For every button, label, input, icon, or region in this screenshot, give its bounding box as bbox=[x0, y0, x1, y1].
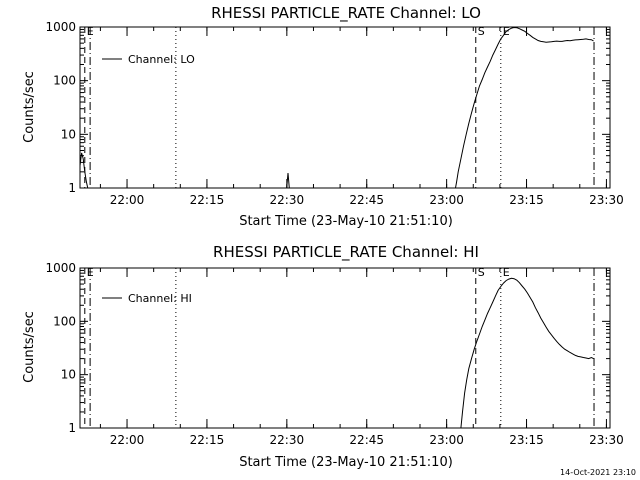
series-line-channel-hi-hi bbox=[460, 277, 594, 429]
legend-label-hi: Channel: HI bbox=[128, 292, 192, 305]
chart-title-lo: RHESSI PARTICLE_RATE Channel: LO bbox=[211, 4, 481, 23]
markers-lo: ESE bbox=[84, 25, 595, 188]
x-tick-label-lo: 23:30 bbox=[589, 193, 624, 207]
x-tick-label-lo: 22:15 bbox=[190, 193, 225, 207]
x-tick-label-hi: 23:00 bbox=[429, 433, 464, 447]
event-marker-label-hi: E bbox=[503, 266, 510, 279]
x-tick-label-lo: 22:00 bbox=[110, 193, 145, 207]
y-tick-label-lo: 10 bbox=[61, 127, 76, 141]
x-tick-label-lo: 23:00 bbox=[429, 193, 464, 207]
legend-label-lo: Channel: LO bbox=[128, 53, 195, 66]
panel-hi: RHESSI PARTICLE_RATE Channel: HI Counts/… bbox=[22, 243, 624, 470]
event-marker-label-hi: S bbox=[478, 266, 485, 279]
series-lo bbox=[79, 26, 594, 189]
ticks-hi: 1 10 100 1000 22:00 22:15 22:30 22:45 23:00 23:15… bbox=[45, 261, 623, 447]
x-tick-label-hi: 23:15 bbox=[509, 433, 544, 447]
markers-hi: ESE bbox=[84, 266, 595, 428]
x-tick-label-hi: 22:45 bbox=[349, 433, 384, 447]
y-tick-label-lo: 1 bbox=[68, 181, 76, 195]
y-axis-label-lo: Counts/sec bbox=[22, 71, 37, 143]
x-tick-label-hi: 22:15 bbox=[190, 433, 225, 447]
plot-frame-lo bbox=[79, 26, 611, 189]
series-line-spike-lo bbox=[286, 172, 290, 189]
timestamp: 14-Oct-2021 23:10 bbox=[560, 468, 636, 477]
x-tick-label-hi: 23:30 bbox=[589, 433, 624, 447]
series-hi bbox=[460, 277, 594, 429]
x-tick-label-lo: 22:45 bbox=[349, 193, 384, 207]
y-tick-label-lo: 100 bbox=[53, 74, 76, 88]
series-line-channel-lo-lo bbox=[79, 26, 594, 189]
x-axis-label-lo: Start Time (23-May-10 21:51:10) bbox=[239, 214, 453, 229]
plot-frame-hi bbox=[79, 267, 611, 429]
y-tick-label-hi: 10 bbox=[61, 368, 76, 382]
y-tick-label-hi: 1 bbox=[68, 421, 76, 435]
event-marker-label-lo: S bbox=[478, 25, 485, 38]
plot-frame-rect-lo bbox=[79, 26, 611, 189]
ticks-lo: 1 10 100 1000 22:00 22:15 22:30 22:45 23:00 23:15… bbox=[45, 20, 623, 207]
x-axis-label-hi: Start Time (23-May-10 21:51:10) bbox=[239, 455, 453, 470]
legend-hi: Channel: HI bbox=[102, 292, 192, 305]
y-tick-label-hi: 1000 bbox=[45, 261, 76, 275]
x-tick-label-lo: 22:30 bbox=[270, 193, 305, 207]
x-tick-label-lo: 23:15 bbox=[509, 193, 544, 207]
y-axis-label-hi: Counts/sec bbox=[22, 311, 37, 383]
legend-lo: Channel: LO bbox=[102, 53, 195, 66]
x-tick-label-hi: 22:30 bbox=[270, 433, 305, 447]
x-tick-label-hi: 22:00 bbox=[110, 433, 145, 447]
plot-frame-rect-hi bbox=[79, 267, 611, 429]
y-tick-label-hi: 100 bbox=[53, 314, 76, 328]
y-tick-label-lo: 1000 bbox=[45, 20, 76, 34]
chart-title-hi: RHESSI PARTICLE_RATE Channel: HI bbox=[213, 243, 479, 262]
panel-lo: RHESSI PARTICLE_RATE Channel: LO Counts/… bbox=[22, 4, 624, 229]
